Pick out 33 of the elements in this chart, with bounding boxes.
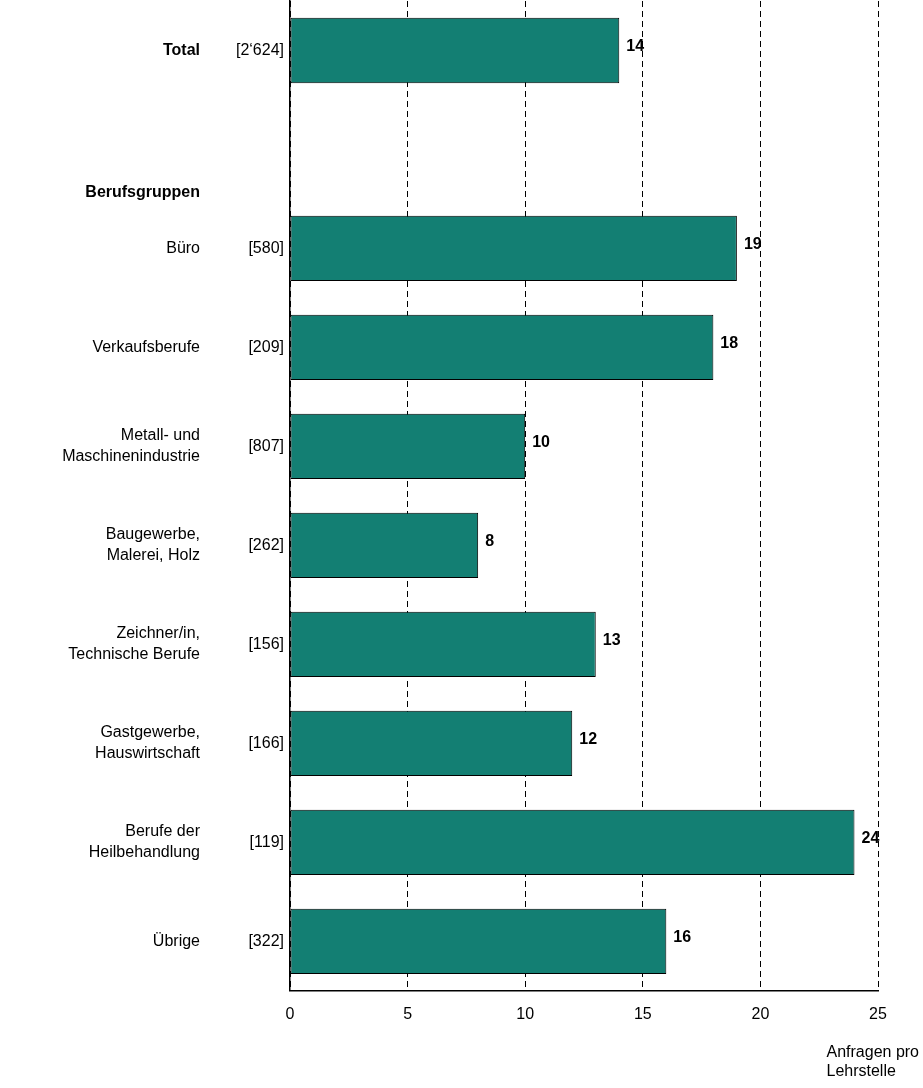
x-tick-label: 5 <box>403 1004 413 1022</box>
x-tick-label: 10 <box>516 1004 535 1022</box>
x-tick-label: 0 <box>285 1004 295 1022</box>
text: [807] <box>248 436 284 454</box>
x-tick-label: 15 <box>633 1004 652 1022</box>
x-axis-title: Anfragen pro Lehrstelle <box>826 1043 920 1080</box>
text: [209] <box>248 337 284 355</box>
data-label: 8 <box>485 531 495 549</box>
y-tick-label: Berufe der Heilbehandlung <box>88 822 201 861</box>
y-tick-label: Zeichner/in, Technische Berufe <box>68 624 201 663</box>
text: [156] <box>248 634 284 652</box>
y-tick-label: Total <box>162 40 200 58</box>
y-tick-label: Verkaufsberufe <box>92 337 201 355</box>
y-tick-label: Übrige <box>152 931 201 949</box>
data-label: 18 <box>720 333 739 351</box>
x-tick-label: 25 <box>869 1004 887 1022</box>
data-label: 16 <box>673 927 692 945</box>
data-label: 13 <box>602 630 621 648</box>
text: [580] <box>248 238 284 256</box>
text: [166] <box>248 733 284 751</box>
data-label: 12 <box>579 729 598 747</box>
data-label: 24 <box>861 828 880 846</box>
y-tick-label: Baugewerbe, Malerei, Holz <box>105 525 200 564</box>
x-tick-label: 20 <box>751 1004 770 1022</box>
y-tick-label: Büro <box>166 238 201 256</box>
text: [119] <box>249 832 284 850</box>
text: [262] <box>248 535 284 553</box>
text: [2‘624] <box>235 40 284 58</box>
text: [322] <box>248 931 284 949</box>
data-label: 10 <box>532 432 551 450</box>
y-tick-label: Metall- und Maschinenindustrie <box>62 426 201 465</box>
text: Berufsgruppen <box>85 183 200 201</box>
y-tick-label: Gastgewerbe, Hauswirtschaft <box>95 723 201 762</box>
